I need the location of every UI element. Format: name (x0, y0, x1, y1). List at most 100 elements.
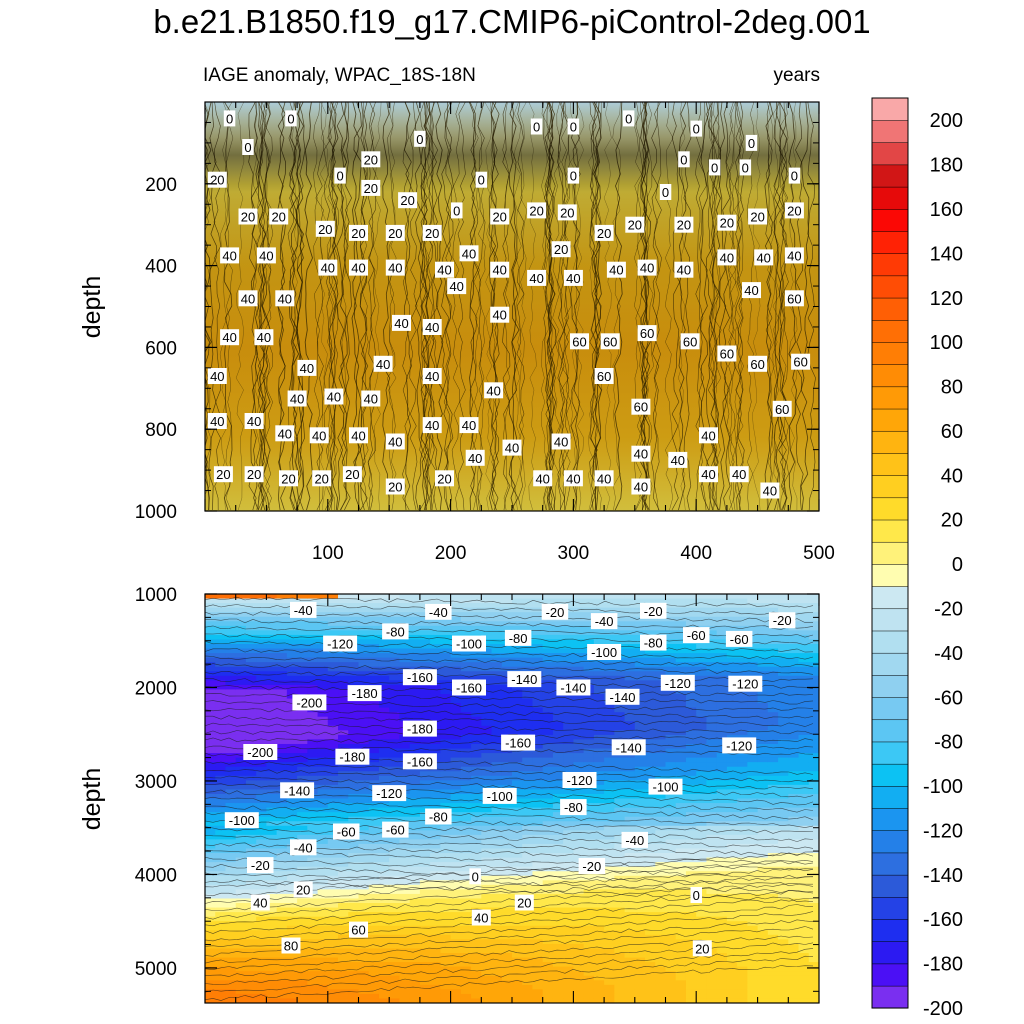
fill-cell (225, 743, 237, 750)
fill-cell (256, 703, 267, 709)
fill-cell (491, 980, 503, 986)
fill-cell (327, 916, 339, 922)
fill-cell (389, 771, 401, 777)
fill-cell (460, 816, 472, 822)
fill-cell (624, 916, 636, 922)
fill-cell (256, 625, 267, 631)
fill-cell (378, 912, 390, 918)
fill-cell (542, 848, 554, 854)
fill-cell (512, 839, 523, 845)
fill-cell (286, 830, 298, 836)
fill-cell (665, 843, 677, 850)
fill-cell (368, 989, 380, 995)
fill-cell (225, 957, 237, 963)
fill-cell (675, 734, 687, 741)
fill-cell (215, 907, 227, 913)
fill-cell (593, 662, 605, 668)
fill-cell (399, 998, 411, 1003)
fill-cell (317, 753, 329, 759)
contour-label-box (484, 382, 504, 399)
fill-cell (696, 780, 708, 786)
fill-cell (604, 666, 615, 672)
fill-cell (542, 730, 554, 736)
fill-cell (297, 812, 308, 818)
fill-cell (706, 903, 718, 909)
fill-cell (235, 698, 247, 704)
fill-cell (583, 953, 595, 959)
fill-cell (634, 939, 646, 945)
y-tick-label: 1000 (135, 502, 177, 523)
fill-cell (317, 943, 329, 950)
fill-cell (430, 639, 441, 645)
fill-cell (655, 671, 667, 677)
fill-cell (419, 648, 431, 654)
fill-cell (471, 666, 482, 672)
fill-cell (450, 862, 462, 868)
fill-cell (696, 989, 708, 995)
contour-label-box (275, 290, 295, 307)
fill-cell (665, 871, 677, 877)
fill-cell (512, 975, 523, 981)
contour-label: 0 (662, 185, 669, 200)
fill-cell (460, 921, 472, 927)
fill-cell (327, 762, 339, 768)
fill-cell (235, 603, 247, 609)
fill-cell (205, 734, 216, 741)
fill-cell (460, 625, 472, 631)
fill-cell (450, 939, 462, 945)
fill-cell (665, 634, 677, 641)
fill-cell (245, 653, 257, 659)
fill-cell (614, 634, 626, 641)
fill-cell (368, 775, 380, 781)
fill-cell (706, 630, 718, 636)
fill-cell (512, 812, 523, 818)
fill-cell (512, 816, 523, 822)
fill-cell (645, 989, 656, 995)
fill-cell (491, 848, 503, 854)
fill-cell (245, 598, 257, 604)
fill-cell (675, 725, 687, 731)
fill-cell (665, 943, 677, 950)
fill-cell (358, 962, 370, 968)
fill-cell (685, 607, 697, 613)
fill-cell (706, 598, 718, 604)
fill-cell (634, 971, 646, 977)
fill-cell (368, 630, 380, 636)
fill-cell (389, 712, 401, 718)
fill-cell (327, 671, 339, 677)
fill-cell (358, 825, 370, 831)
fill-cell (440, 857, 452, 863)
fill-cell (450, 734, 462, 741)
fill-cell (368, 921, 380, 927)
fill-cell (593, 771, 605, 777)
fill-cell (450, 907, 462, 913)
fill-cell (696, 934, 708, 940)
fill-cell (440, 866, 452, 872)
fill-cell (215, 989, 227, 995)
fill-cell (440, 998, 452, 1003)
fill-cell (358, 984, 370, 990)
fill-cell (378, 703, 390, 709)
fill-cell (645, 684, 656, 691)
fill-cell (327, 953, 339, 959)
fill-cell (317, 621, 329, 627)
fill-cell (245, 707, 257, 713)
fill-cell (205, 803, 216, 809)
fill-cell (706, 780, 718, 786)
fill-cell (552, 839, 564, 845)
fill-cell (706, 816, 718, 822)
fill-cell (645, 830, 656, 836)
fill-cell (409, 889, 421, 895)
fill-cell (604, 912, 615, 918)
fill-cell (696, 693, 708, 700)
fill-cell (491, 816, 503, 822)
fill-cell (645, 725, 656, 731)
fill-cell (512, 712, 523, 718)
fill-cell (655, 843, 667, 850)
fill-cell (563, 957, 574, 963)
fill-cell (481, 594, 493, 600)
fill-cell (645, 734, 656, 741)
fill-cell (563, 703, 574, 709)
contour-label: 40 (278, 426, 292, 441)
fill-cell (378, 771, 390, 777)
